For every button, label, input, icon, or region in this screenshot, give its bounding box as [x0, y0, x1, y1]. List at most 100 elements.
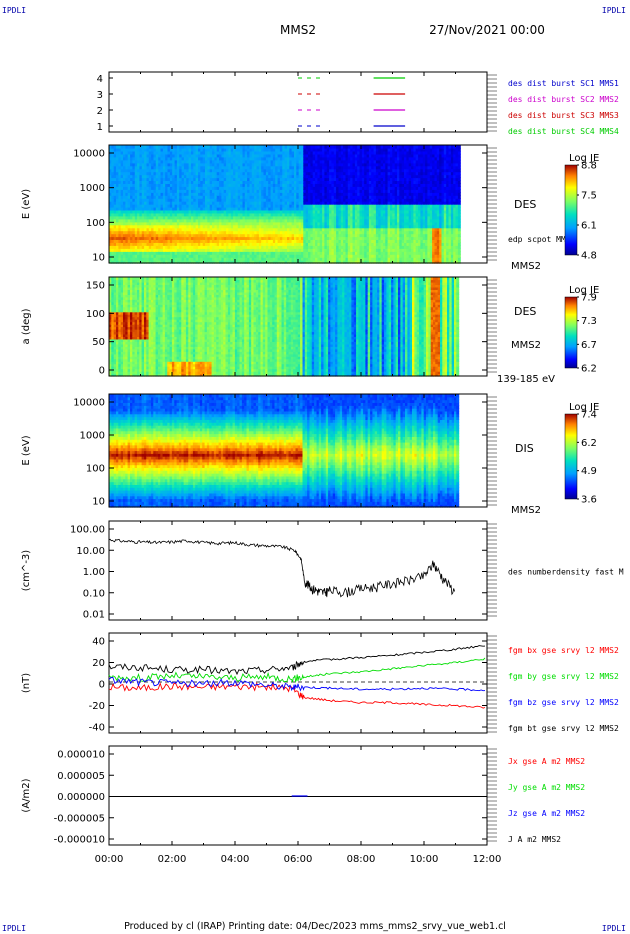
spectrogram-cell: [113, 245, 117, 249]
spectrogram-cell: [125, 162, 129, 167]
spectrogram-cell: [310, 204, 314, 208]
spectrogram-cell: [111, 215, 115, 220]
spectrogram-cell: [287, 254, 290, 258]
spectrogram-cell: [207, 212, 211, 217]
spectrogram-cell: [205, 236, 208, 240]
spectrogram-cell: [223, 195, 227, 199]
spectrogram-cell: [240, 209, 243, 214]
spectrogram-cell: [270, 248, 274, 252]
spectrogram-cell: [333, 171, 337, 176]
spectrogram-cell: [158, 171, 162, 176]
spectrogram-cell: [202, 204, 206, 208]
spectrogram-cell: [317, 233, 321, 238]
spectrogram-cell: [212, 233, 215, 238]
spectrogram-cell: [350, 183, 354, 187]
spectrogram-cell: [223, 221, 227, 226]
spectrogram-cell: [291, 239, 295, 243]
spectrogram-cell: [279, 233, 283, 238]
spectrogram-cell: [361, 150, 365, 155]
spectrogram-cell: [240, 162, 243, 167]
spectrogram-cell: [162, 156, 166, 161]
spectrogram-cell: [151, 183, 154, 187]
spectrogram-cell: [310, 174, 314, 179]
spectrogram-cell: [375, 183, 379, 187]
spectrogram-cell: [111, 204, 115, 208]
spectrogram-cell: [186, 236, 190, 240]
spectrogram-cell: [209, 195, 213, 199]
spectrogram-cell: [153, 177, 157, 181]
spectrogram-cell: [167, 206, 171, 211]
spectrogram-cell: [247, 198, 250, 202]
spectrogram-cell: [303, 242, 307, 246]
spectrogram-cell: [352, 248, 356, 252]
spectrogram-cell: [216, 245, 220, 249]
spectrogram-cell: [294, 159, 297, 164]
spectrogram-cell: [198, 198, 201, 202]
spectrogram-cell: [240, 183, 243, 187]
spectrogram-cell: [200, 248, 204, 252]
spectrogram-cell: [132, 236, 136, 240]
spectrogram-cell: [123, 230, 126, 235]
spectrogram-cell: [165, 201, 169, 205]
spectrogram-cell: [373, 257, 377, 261]
spectrogram-cell: [244, 204, 248, 208]
spectrogram-cell: [186, 177, 190, 181]
spectrogram-cell: [146, 230, 150, 235]
spectrogram-cell: [228, 251, 232, 255]
spectrogram-cell: [172, 162, 176, 167]
spectrogram-cell: [176, 248, 180, 252]
spectrogram-cell: [326, 206, 330, 211]
spectrogram-cell: [233, 165, 236, 170]
spectrogram-cell: [113, 201, 117, 205]
spectrogram-cell: [132, 201, 136, 205]
spectrogram-cell: [347, 201, 351, 205]
spectrogram-cell: [183, 257, 187, 261]
spectrogram-cell: [373, 221, 377, 226]
spectrogram-cell: [158, 245, 162, 249]
spectrogram-cell: [174, 245, 178, 249]
spectrogram-cell: [340, 183, 344, 187]
spectrogram-cell: [265, 145, 269, 149]
spectrogram-cell: [219, 257, 222, 261]
spectrogram-cell: [191, 186, 194, 190]
spectrogram-cell: [174, 171, 178, 176]
spectrogram-cell: [258, 150, 262, 155]
spectrogram-cell: [289, 206, 293, 211]
spectrogram-cell: [216, 168, 220, 173]
spectrogram-cell: [268, 242, 272, 246]
spectrogram-cell: [256, 233, 260, 238]
spectrogram-cell: [331, 150, 335, 155]
spectrogram-cell: [258, 248, 262, 252]
spectrogram-cell: [226, 206, 229, 211]
spectrogram-cell: [298, 165, 302, 170]
spectrogram-cell: [179, 227, 183, 232]
spectrogram-cell: [275, 177, 279, 181]
spectrogram-cell: [141, 192, 145, 196]
spectrogram-cell: [315, 212, 318, 217]
spectrogram-cell: [352, 254, 356, 258]
spectrogram-cell: [139, 236, 143, 240]
spectrogram-cell: [214, 171, 218, 176]
spectrogram-cell: [235, 239, 239, 243]
spectrogram-cell: [242, 156, 246, 161]
spectrogram-cell: [301, 254, 304, 258]
spectrogram-cell: [256, 186, 260, 190]
spectrogram-cell: [268, 153, 272, 158]
spectrogram-cell: [120, 227, 124, 232]
spectrogram-cell: [139, 209, 143, 214]
spectrogram-cell: [242, 186, 246, 190]
spectrogram-cell: [223, 192, 227, 196]
spectrogram-cell: [287, 177, 290, 181]
spectrogram-cell: [160, 177, 164, 181]
spectrogram-cell: [343, 156, 346, 161]
spectrogram-cell: [333, 221, 337, 226]
spectrogram-cell: [151, 195, 154, 199]
spectrogram-cell: [174, 195, 178, 199]
spectrogram-cell: [158, 260, 162, 264]
spectrogram-cell: [141, 189, 145, 193]
spectrogram-cell: [130, 180, 133, 184]
spectrogram-cell: [141, 221, 145, 226]
spectrogram-cell: [226, 218, 229, 223]
spectrogram-cell: [329, 209, 332, 214]
spectrogram-cell: [202, 189, 206, 193]
